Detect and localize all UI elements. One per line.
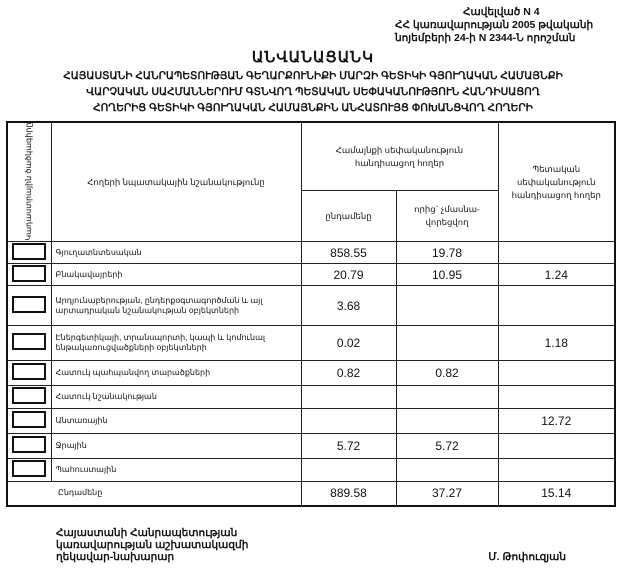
non-privatized-cell: 19.78 xyxy=(395,241,499,265)
table-row: Հատուկ նշանակության xyxy=(6,385,616,410)
cadastral-code-cell xyxy=(6,408,52,435)
purpose-cell: Ջրային xyxy=(50,433,302,460)
cadastral-code-cell xyxy=(6,385,52,410)
cadastral-code-cell xyxy=(6,458,52,483)
non-privatized-cell xyxy=(395,408,499,435)
signature-block: Հայաստանի Հանրապետության կառավարության ա… xyxy=(0,527,626,563)
purpose-cell: Գյուղատնտեսական xyxy=(50,241,302,265)
non-privatized-cell: 5.72 xyxy=(395,433,499,460)
purpose-cell: Էներգետիկայի, տրանսպորտի, կապի և կոմունա… xyxy=(50,325,302,362)
total-cell xyxy=(300,408,397,435)
purpose-cell: Բնակավայրերի xyxy=(50,263,302,287)
annex-number: Հավելված N 4 xyxy=(463,6,540,18)
header-non-privatized: որից` չմասնա-վորեցվող xyxy=(395,190,499,243)
state-cell xyxy=(497,241,616,265)
subtitle-line: ՀՈՂԵՐԻՑ ԳԵՏԻԿԻ ԳՅՈՒՂԱԿԱՆ ՀԱՄԱՅՆՔԻՆ ԱՆՀԱՏ… xyxy=(93,102,533,114)
code-box xyxy=(12,411,47,429)
header-total: ընդամենը xyxy=(300,190,397,243)
signatory-name: Մ. Թոփուզյան xyxy=(488,550,566,563)
document-subtitle: ՀԱՅԱՍՏԱՆԻ ՀԱՆՐԱՊԵՏՈՒԹՅԱՆ ԳԵՂԱՐՔՈՒՆԻՔԻ ՄԱ… xyxy=(8,69,618,115)
code-box xyxy=(12,436,47,454)
position-line: Հայաստանի Հանրապետության xyxy=(56,526,238,539)
totals-state: 15.14 xyxy=(497,481,616,507)
code-box xyxy=(12,387,47,405)
table-row: Անտառային 12.72 xyxy=(6,408,616,435)
cadastral-code-cell xyxy=(6,433,52,460)
annex-date: նոյեմբերի 24-ի N 2344-Ն որոշման xyxy=(395,32,576,44)
state-cell xyxy=(497,285,616,327)
header-community: Համայնքի սեփականություն հանդիսացող հողեր xyxy=(300,121,499,192)
table-row: Էներգետիկայի, տրանսպորտի, կապի և կոմունա… xyxy=(6,325,616,362)
non-privatized-cell xyxy=(395,285,499,327)
state-cell: 1.18 xyxy=(497,325,616,362)
cadastral-code-cell xyxy=(6,263,52,287)
table-row: Բնակավայրերի 20.79 10.95 1.24 xyxy=(6,263,616,287)
total-cell: 20.79 xyxy=(300,263,397,287)
code-box xyxy=(12,333,47,351)
total-cell: 0.82 xyxy=(300,360,397,387)
code-box xyxy=(12,264,47,282)
table-row: Գյուղատնտեսական 858.55 19.78 xyxy=(6,241,616,265)
table-row: Պահուստային xyxy=(6,458,616,483)
non-privatized-cell xyxy=(395,325,499,362)
code-box xyxy=(12,363,47,381)
code-box xyxy=(12,242,47,260)
total-cell xyxy=(300,458,397,483)
table-row: Հատուկ պահպանվող տարածքների 0.82 0.82 xyxy=(6,360,616,387)
code-box xyxy=(12,460,47,478)
totals-non-privatized: 37.27 xyxy=(395,481,499,507)
table-row: Արդյունաբերության, ընդերքօգտագործման և ա… xyxy=(6,285,616,327)
totals-row: Ընդամենը 889.58 37.27 15.14 xyxy=(6,481,616,507)
purpose-cell: Անտառային xyxy=(50,408,302,435)
header-code: Կադաստրային ծածկագիրը xyxy=(7,122,51,242)
non-privatized-cell: 0.82 xyxy=(395,360,499,387)
annex-reference: Հավելված N 4 ՀՀ կառավարության 2005 թվակա… xyxy=(395,6,626,45)
document-title: ԱՆՎԱՆԱՑԱՆԿ xyxy=(251,49,375,66)
non-privatized-cell xyxy=(395,458,499,483)
total-cell xyxy=(300,385,397,410)
subtitle-line: ՀԱՅԱՍՏԱՆԻ ՀԱՆՐԱՊԵՏՈՒԹՅԱՆ ԳԵՂԱՐՔՈՒՆԻՔԻ ՄԱ… xyxy=(63,70,563,82)
purpose-cell: Պահուստային xyxy=(50,458,302,483)
position-line: կառավարության աշխատակազմի xyxy=(56,538,249,551)
non-privatized-cell: 10.95 xyxy=(395,263,499,287)
state-cell xyxy=(497,433,616,460)
signatory-position: Հայաստանի Հանրապետության կառավարության ա… xyxy=(56,527,248,563)
purpose-cell: Հատուկ նշանակության xyxy=(50,385,302,410)
cadastral-code-cell xyxy=(6,241,52,265)
totals-total: 889.58 xyxy=(300,481,397,507)
land-table: Կադաստրային ծածկագիրը Հողերի նպատակային … xyxy=(6,121,617,507)
cadastral-code-cell xyxy=(6,360,52,387)
state-cell xyxy=(497,458,616,483)
state-cell xyxy=(497,360,616,387)
purpose-cell: Արդյունաբերության, ընդերքօգտագործման և ա… xyxy=(50,285,302,327)
total-cell: 0.02 xyxy=(300,325,397,362)
header-state: Պետական սեփականություն հանդիսացող հողեր xyxy=(497,121,616,243)
state-cell: 1.24 xyxy=(497,263,616,287)
cadastral-code-cell xyxy=(6,325,52,362)
table-row: Ջրային 5.72 5.72 xyxy=(6,433,616,460)
total-cell: 858.55 xyxy=(300,241,397,265)
state-cell xyxy=(497,385,616,410)
totals-label: Ընդամենը xyxy=(6,481,302,507)
non-privatized-cell xyxy=(395,385,499,410)
subtitle-line: ՎԱՐՉԱԿԱՆ ՍԱՀՄԱՆՆԵՐՈՒՄ ԳՏՆՎՈՂ ՊԵՏԱԿԱՆ ՍԵՓ… xyxy=(86,86,540,98)
total-cell: 5.72 xyxy=(300,433,397,460)
annex-decision: ՀՀ կառավարության 2005 թվականի xyxy=(395,19,594,31)
total-cell: 3.68 xyxy=(300,285,397,327)
state-cell: 12.72 xyxy=(497,408,616,435)
header-purpose: Հողերի նպատակային նշանակությունը xyxy=(50,121,302,243)
code-box xyxy=(12,295,47,313)
cadastral-code-cell xyxy=(6,285,52,327)
position-line: ղեկավար-նախարար xyxy=(56,550,175,563)
purpose-cell: Հատուկ պահպանվող տարածքների xyxy=(50,360,302,387)
